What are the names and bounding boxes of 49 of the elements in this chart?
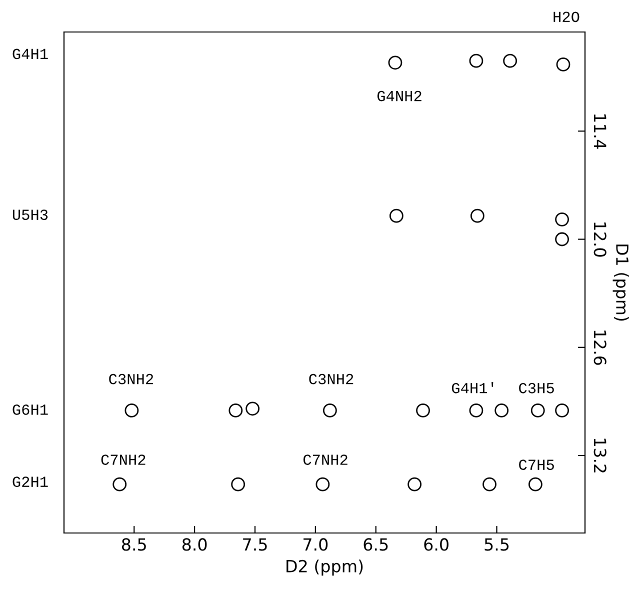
point — [416, 404, 430, 418]
annotation: G4NH2 — [377, 90, 422, 102]
point — [246, 402, 260, 416]
text: G4H1 — [12, 48, 48, 60]
point — [231, 477, 246, 492]
point — [388, 56, 402, 70]
y-tick-label: 12.6 — [594, 330, 606, 365]
point — [555, 212, 569, 226]
y-axis-title: D1 (ppm) — [612, 244, 629, 321]
point — [530, 404, 545, 418]
point — [555, 232, 569, 246]
annotation: C7NH2 — [303, 454, 348, 465]
text: G6H1 — [12, 404, 48, 415]
y-tick-label: 11.4 — [594, 114, 606, 149]
point — [228, 404, 243, 418]
x-tick-label: 5.5 — [484, 538, 509, 551]
text: H2O — [554, 12, 580, 22]
point — [389, 208, 404, 223]
x-tick-label: 7.0 — [304, 538, 328, 551]
x-axis-title: D2 (ppm) — [286, 560, 363, 576]
y-tick-label: 12.0 — [594, 222, 606, 257]
y-tick-label: 13.2 — [594, 438, 606, 472]
annotation: C3NH2 — [309, 374, 354, 384]
point — [322, 404, 337, 418]
annotation: C3NH2 — [109, 374, 154, 384]
annotation: C7H5 — [519, 460, 554, 470]
text: G2H1 — [12, 476, 48, 487]
x-tick-label: 6.0 — [424, 538, 448, 551]
x-tick-label: 8.5 — [122, 538, 146, 551]
x-tick-label: 7.5 — [243, 538, 267, 551]
point — [494, 404, 509, 418]
annotation: C7NH2 — [101, 454, 146, 465]
point — [124, 404, 139, 418]
annotation: G4H1' — [452, 382, 494, 394]
point — [555, 404, 569, 418]
point — [316, 477, 330, 492]
x-tick-label: 8.0 — [182, 538, 207, 551]
point — [503, 54, 517, 68]
point — [112, 477, 127, 492]
x-tick-label: 6.5 — [364, 538, 388, 551]
point — [469, 54, 484, 68]
point — [469, 404, 484, 418]
point — [556, 57, 570, 72]
text: U5H3 — [12, 210, 48, 220]
point — [528, 477, 542, 492]
point — [408, 477, 422, 492]
annotation: C3H5 — [519, 382, 554, 394]
point — [470, 208, 484, 223]
point — [482, 477, 496, 492]
